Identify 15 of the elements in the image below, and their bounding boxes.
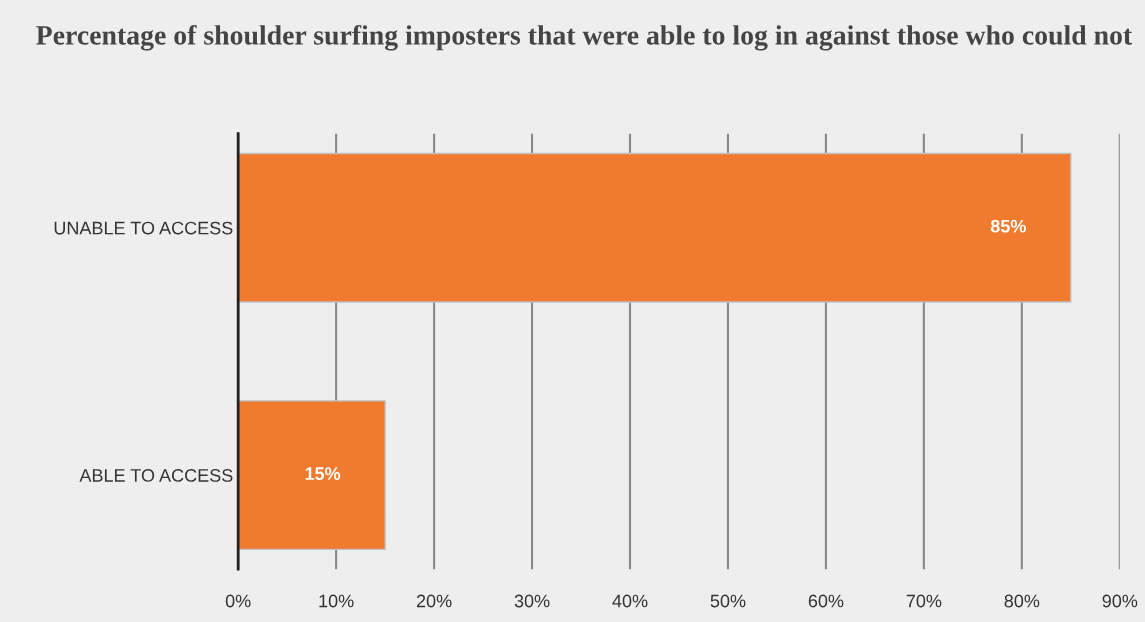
x-tick-label: 30% (514, 594, 550, 608)
x-tick-label: 60% (808, 594, 844, 608)
x-tick-label: 90% (1102, 594, 1138, 608)
x-tick-label: 80% (1004, 594, 1040, 608)
x-tick-label: 70% (906, 594, 942, 608)
x-tick-label: 20% (416, 594, 452, 608)
x-tick-label: 40% (612, 594, 648, 608)
data-label: 85% (990, 219, 1026, 233)
data-label: 15% (305, 467, 341, 480)
x-tick-label: 50% (710, 594, 746, 608)
y-tick-label: UNABLE TO ACCESS (54, 221, 233, 235)
x-tick-label: 10% (319, 594, 354, 608)
y-tick-label: ABLE TO ACCESS (79, 469, 233, 482)
x-tick-label: 0% (225, 594, 251, 608)
chart-title: Percentage of shoulder surfing imposters that were able to log in against those who could not (36, 24, 1133, 51)
